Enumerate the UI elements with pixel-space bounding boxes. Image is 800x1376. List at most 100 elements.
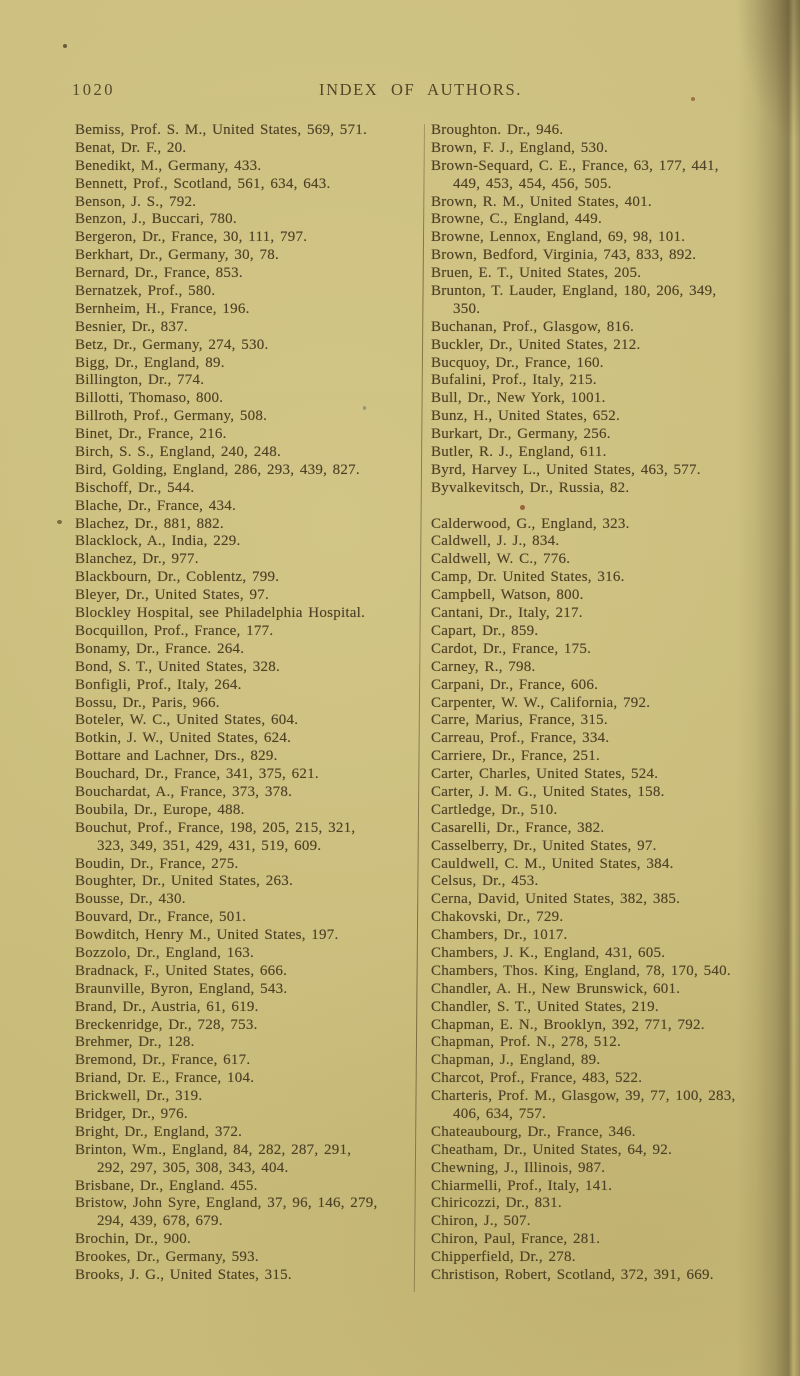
index-entry-line: Bleyer, Dr., United States, 97. xyxy=(75,587,269,604)
index-entry-line: Chambers, Thos. King, England, 78, 170, … xyxy=(431,962,731,979)
index-entry-line: Blachez, Dr., 881, 882. xyxy=(75,515,224,532)
index-entry-line: Bozzolo, Dr., England, 163. xyxy=(75,944,255,961)
index-entry-line: Carpani, Dr., France, 606. xyxy=(431,676,599,693)
index-entry-line: Chewning, J., Illinois, 987. xyxy=(431,1159,606,1176)
index-entry-line: Buchanan, Prof., Glasgow, 816. xyxy=(431,318,634,335)
index-entry-line: Casselberry, Dr., United States, 97. xyxy=(431,837,657,854)
index-entry-line: Chiricozzi, Dr., 831. xyxy=(431,1195,562,1212)
index-entry-line: Braunville, Byron, England, 543. xyxy=(75,980,288,997)
index-entry-line: Bousse, Dr., 430. xyxy=(75,891,186,908)
index-entry-line: Broughton. Dr., 946. xyxy=(431,122,564,138)
index-entry-line: Chapman, E. N., Brooklyn, 392, 771, 792. xyxy=(431,1016,705,1033)
index-entry-line: 323, 349, 351, 429, 431, 519, 609. xyxy=(97,837,322,854)
index-entry-line: Carney, R., 798. xyxy=(431,658,536,675)
section-gap xyxy=(431,498,793,516)
index-entry-line: Benat, Dr. F., 20. xyxy=(75,139,187,156)
index-entry-line: Boubila, Dr., Europe, 488. xyxy=(75,801,245,818)
index-entry-line: Brown, Bedford, Virginia, 743, 833, 892. xyxy=(431,247,697,264)
index-entry-line: Bouchard, Dr., France, 341, 375, 621. xyxy=(75,766,319,783)
index-entry-line: Bull, Dr., New York, 1001. xyxy=(431,390,606,407)
index-entry-line: Caldwell, W. C., 776. xyxy=(431,551,571,568)
index-entry-line: Brunton, T. Lauder, England, 180, 206, 3… xyxy=(431,283,717,300)
index-entry-line: Brown, R. M., United States, 401. xyxy=(431,193,652,210)
index-entry-line: Brinton, Wm., England, 84, 282, 287, 291… xyxy=(75,1141,352,1158)
index-entry-line: Chandler, S. T., United States, 219. xyxy=(431,998,659,1015)
index-entry-line: Briand, Dr. E., France, 104. xyxy=(75,1070,255,1087)
index-entry-line: Celsus, Dr., 453. xyxy=(431,873,539,890)
index-entry-line: Butler, R. J., England, 611. xyxy=(431,444,607,461)
index-entry-line: Browne, Lennox, England, 69, 98, 101. xyxy=(431,229,686,246)
index-entry-line: Byrd, Harvey L., United States, 463, 577… xyxy=(431,461,701,478)
index-entry-line: Bird, Golding, England, 286, 293, 439, 8… xyxy=(75,461,360,478)
index-entry-line: Bocquillon, Prof., France, 177. xyxy=(75,622,274,639)
left-column: Bemiss, Prof. S. M., United States, 569,… xyxy=(75,122,427,1285)
index-entry-line: Benzon, J., Buccari, 780. xyxy=(75,211,237,228)
index-entry-line: Bouvard, Dr., France, 501. xyxy=(75,909,247,926)
index-entry-line: Byvalkevitsch, Dr., Russia, 82. xyxy=(431,479,630,496)
index-entry-line: Blacklock, A., India, 229. xyxy=(75,533,241,550)
index-entry-line: Brisbane, Dr., England. 455. xyxy=(75,1177,258,1194)
index-entry-line: Bemiss, Prof. S. M., United States, 569,… xyxy=(75,122,368,138)
index-entry-line: Bennett, Prof., Scotland, 561, 634, 643. xyxy=(75,175,331,192)
index-entry-line: Bridger, Dr., 976. xyxy=(75,1105,188,1122)
index-entry-line: Caldwell, J. J., 834. xyxy=(431,533,560,550)
index-entry-line: Camp, Dr. United States, 316. xyxy=(431,569,625,586)
index-entry-line: 294, 439, 678, 679. xyxy=(97,1213,223,1230)
index-entry-line: 449, 453, 454, 456, 505. xyxy=(453,175,612,192)
index-entry-line: Bernatzek, Prof., 580. xyxy=(75,283,216,300)
index-entry-line: Casarelli, Dr., France, 382. xyxy=(431,819,605,836)
index-entry-line: Browne, C., England, 449. xyxy=(431,211,603,228)
index-entry-line: Chambers, Dr., 1017. xyxy=(431,927,568,944)
index-entry-line: Carreau, Prof., France, 334. xyxy=(431,730,610,747)
index-entry-line: Chambers, J. K., England, 431, 605. xyxy=(431,944,666,961)
index-entry-line: Chiarmelli, Prof., Italy, 141. xyxy=(431,1177,613,1194)
index-entry-line: Cartledge, Dr., 510. xyxy=(431,801,558,818)
index-entry-line: Bonfigli, Prof., Italy, 264. xyxy=(75,676,242,693)
index-entry-line: Cardot, Dr., France, 175. xyxy=(431,640,592,657)
index-entry-line: Boteler, W. C., United States, 604. xyxy=(75,712,299,729)
index-entry-line: Breckenridge, Dr., 728, 753. xyxy=(75,1016,258,1033)
ink-speck xyxy=(691,97,695,101)
index-entry-line: Brand, Dr., Austria, 61, 619. xyxy=(75,998,259,1015)
index-entry-line: Bischoff, Dr., 544. xyxy=(75,479,195,496)
index-entry-line: Bremond, Dr., France, 617. xyxy=(75,1052,251,1069)
index-entry-line: Blache, Dr., France, 434. xyxy=(75,497,237,514)
index-entry-line: Chiron, J., 507. xyxy=(431,1213,531,1230)
index-entry-line: Bowditch, Henry M., United States, 197. xyxy=(75,927,339,944)
index-entry-line: Buckler, Dr., United States, 212. xyxy=(431,336,641,353)
index-entry-line: Bernard, Dr., France, 853. xyxy=(75,265,243,282)
index-entry-line: Chandler, A. H., New Brunswick, 601. xyxy=(431,980,681,997)
index-entry-line: Christison, Robert, Scotland, 372, 391, … xyxy=(431,1267,714,1283)
index-entry-line: Besnier, Dr., 837. xyxy=(75,318,188,335)
index-entry-line: Carter, Charles, United States, 524. xyxy=(431,766,659,783)
index-entry-line: Charcot, Prof., France, 483, 522. xyxy=(431,1070,643,1087)
index-entry-line: Binet, Dr., France, 216. xyxy=(75,426,227,443)
index-entry-line: Birch, S. S., England, 240, 248. xyxy=(75,444,281,461)
index-entry-line: 406, 634, 757. xyxy=(453,1105,546,1122)
index-entry-line: 292, 297, 305, 308, 343, 404. xyxy=(97,1159,289,1176)
index-entry-line: Capart, Dr., 859. xyxy=(431,622,539,639)
index-entry-line: Cantani, Dr., Italy, 217. xyxy=(431,605,583,622)
index-entry-line: Billington, Dr., 774. xyxy=(75,372,205,389)
index-entry-line: Boudin, Dr., France, 275. xyxy=(75,855,239,872)
index-entry-line: Bruen, E. T., United States, 205. xyxy=(431,265,642,282)
index-entry-line: Campbell, Watson, 800. xyxy=(431,587,584,604)
index-entry-line: Chipperfield, Dr., 278. xyxy=(431,1249,576,1266)
index-entry-line: Bufalini, Prof., Italy, 215. xyxy=(431,372,597,389)
index-entry-line: Berkhart, Dr., Germany, 30, 78. xyxy=(75,247,279,264)
ink-speck xyxy=(57,520,62,524)
index-entry-line: Bernheim, H., France, 196. xyxy=(75,300,250,317)
index-entry-line: Bergeron, Dr., France, 30, 111, 797. xyxy=(75,229,308,246)
index-entry-line: Brown-Sequard, C. E., France, 63, 177, 4… xyxy=(431,157,719,174)
index-entry-line: Bucquoy, Dr., France, 160. xyxy=(431,354,604,371)
index-entry-line: Chakovski, Dr., 729. xyxy=(431,909,564,926)
index-entry-line: Blanchez, Dr., 977. xyxy=(75,551,199,568)
index-entry-line: Brooks, J. G., United States, 315. xyxy=(75,1267,292,1283)
index-entry-line: Brickwell, Dr., 319. xyxy=(75,1088,203,1105)
index-entry-line: Boughter, Dr., United States, 263. xyxy=(75,873,294,890)
index-entry-line: Chiron, Paul, France, 281. xyxy=(431,1231,601,1248)
index-entry-line: Cerna, David, United States, 382, 385. xyxy=(431,891,681,908)
index-entry-line: Botkin, J. W., United States, 624. xyxy=(75,730,292,747)
index-entry-line: Cauldwell, C. M., United States, 384. xyxy=(431,855,674,872)
